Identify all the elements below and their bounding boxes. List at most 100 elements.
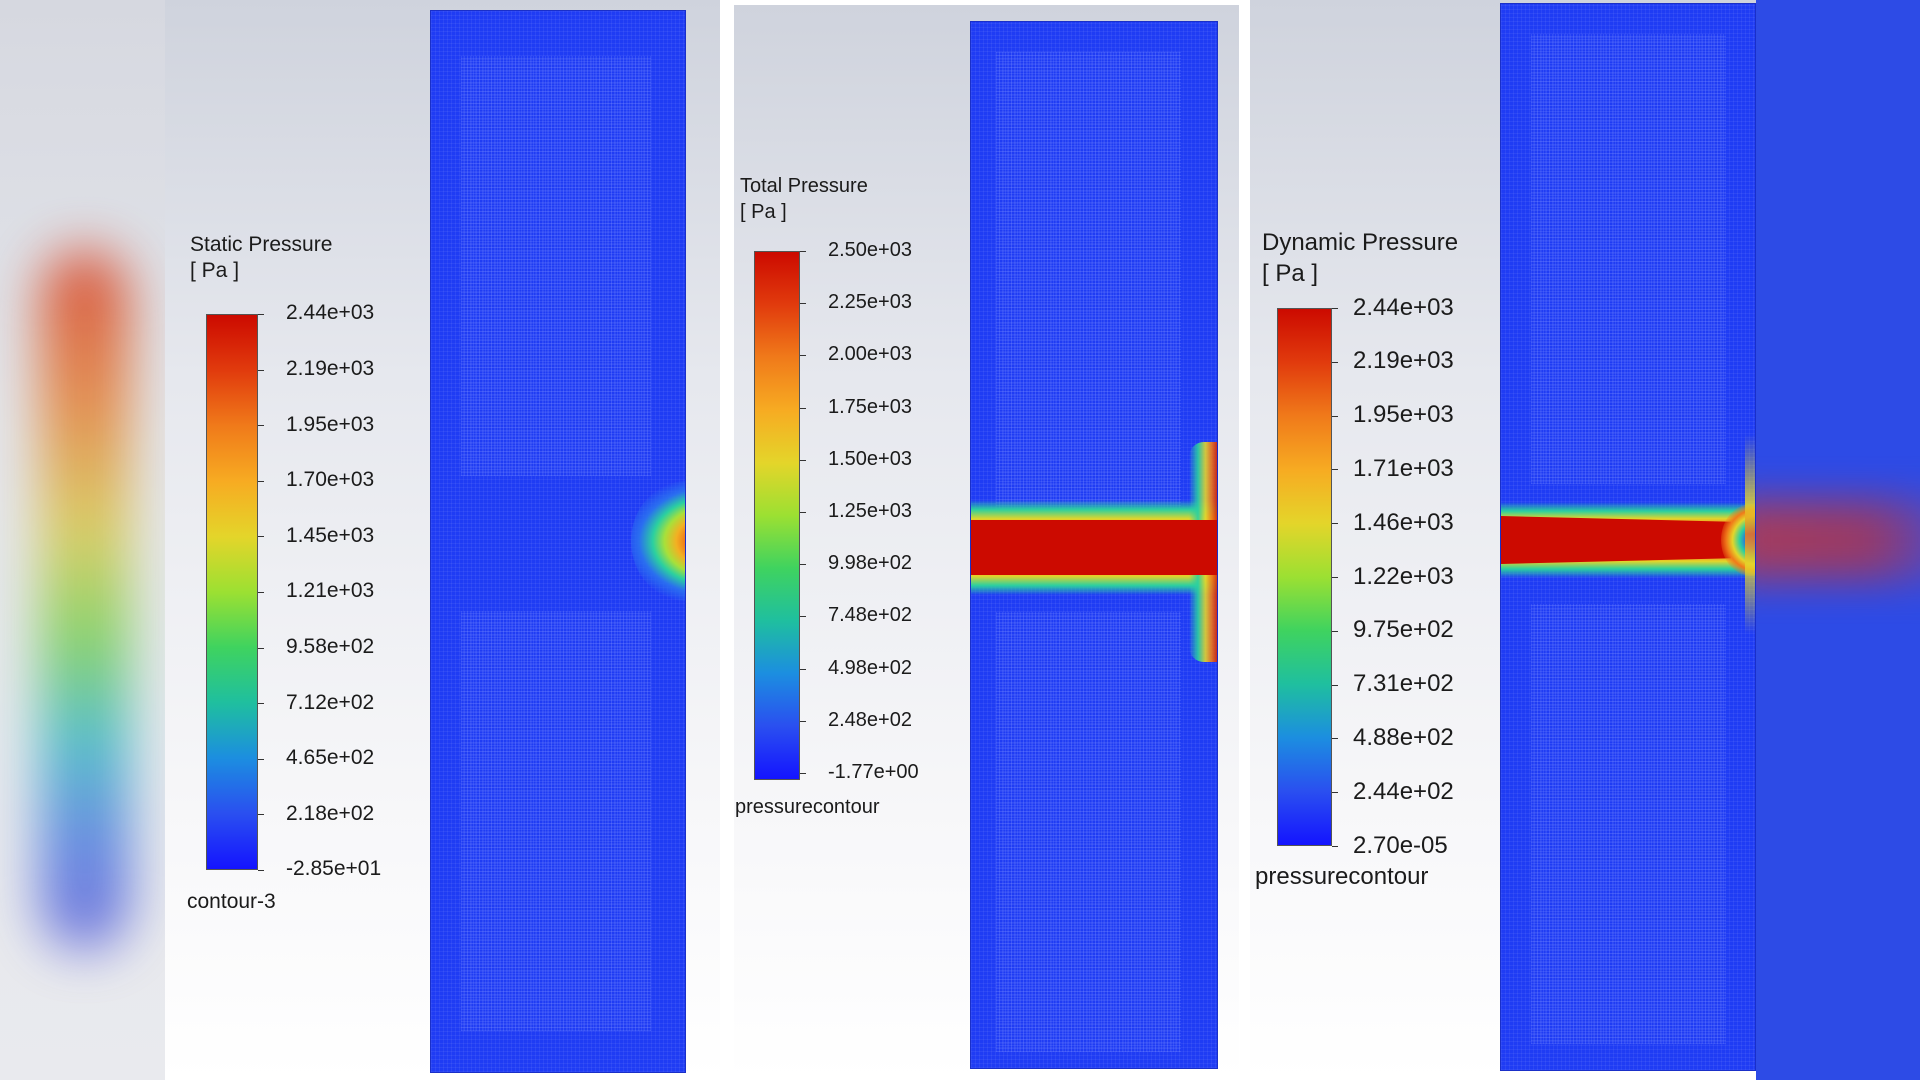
colorbar-tick-mark bbox=[800, 616, 806, 618]
colorbar-tick-label: 2.44e+03 bbox=[286, 301, 375, 325]
colorbar-tick-label: 1.46e+03 bbox=[1353, 508, 1454, 536]
colorbar-tick-label: 2.25e+03 bbox=[828, 291, 912, 314]
colorbar-tick-mark bbox=[258, 870, 264, 871]
colorbar-tick-mark bbox=[1332, 577, 1338, 578]
colorbar-tick-label: 1.95e+03 bbox=[286, 412, 375, 436]
colorbar bbox=[754, 251, 800, 780]
colorbar-tick-label: -2.85e+01 bbox=[286, 857, 382, 881]
legend-unit: [ Pa ] bbox=[1262, 260, 1319, 287]
colorbar-tick-label: 2.50e+03 bbox=[828, 239, 912, 261]
panel-static-pressure: Static Pressure [ Pa ] contour-3 2.44e+0… bbox=[165, 0, 720, 1080]
colorbar-tick-mark bbox=[1332, 415, 1338, 417]
colorbar-tick-mark bbox=[1332, 308, 1338, 309]
colorbar-tick-label: 7.12e+02 bbox=[286, 690, 375, 714]
colorbar-tick-mark bbox=[1332, 630, 1338, 632]
colorbar-tick-mark bbox=[1332, 792, 1338, 794]
colorbar-tick-label: 7.31e+02 bbox=[1353, 670, 1454, 698]
colorbar-tick-label: 1.75e+03 bbox=[828, 395, 912, 418]
contour-field bbox=[430, 10, 686, 1073]
colorbar-tick-mark bbox=[258, 592, 264, 593]
colorbar-tick-mark bbox=[800, 303, 806, 305]
colorbar-tick-mark bbox=[800, 564, 806, 566]
colorbar-tick-mark bbox=[800, 720, 806, 722]
colorbar-tick-mark bbox=[800, 668, 806, 670]
legend-title: Static Pressure bbox=[190, 233, 333, 256]
mesh-region-lower bbox=[1531, 604, 1726, 1044]
jet-core bbox=[971, 520, 1217, 575]
jet-core bbox=[1501, 516, 1731, 564]
colorbar-tick-label: 9.98e+02 bbox=[828, 552, 912, 575]
colorbar-tick-label: 1.45e+03 bbox=[286, 523, 375, 547]
colorbar-tick-mark bbox=[800, 773, 806, 774]
blurred-colorbar-left bbox=[40, 250, 130, 950]
contour-field bbox=[970, 21, 1218, 1069]
colorbar-tick-mark bbox=[258, 647, 264, 649]
legend-footer: contour-3 bbox=[187, 890, 276, 913]
colorbar-tick-label: 1.21e+03 bbox=[286, 579, 375, 603]
colorbar-tick-mark bbox=[800, 512, 806, 513]
colorbar-tick-label: 9.75e+02 bbox=[1353, 616, 1454, 644]
colorbar-tick-mark bbox=[800, 459, 806, 461]
colorbar-tick-mark bbox=[258, 480, 264, 482]
colorbar-tick-label: 2.70e-05 bbox=[1353, 831, 1448, 859]
colorbar-tick-label: 2.19e+03 bbox=[1353, 347, 1454, 375]
colorbar-tick-mark bbox=[258, 314, 264, 315]
blurred-backdrop-left bbox=[0, 0, 165, 1080]
panel-gap bbox=[1239, 0, 1250, 1080]
colorbar-tick-mark bbox=[258, 369, 264, 371]
colorbar-tick-mark bbox=[1332, 684, 1338, 686]
colorbar-tick-mark bbox=[258, 814, 264, 816]
colorbar-tick-label: 2.44e+03 bbox=[1353, 293, 1454, 321]
colorbar-tick-label: 1.22e+03 bbox=[1353, 562, 1454, 590]
legend-footer: pressurecontour bbox=[735, 796, 880, 818]
colorbar-tick-mark bbox=[800, 251, 806, 252]
colorbar-tick-label: 7.48e+02 bbox=[828, 604, 912, 627]
colorbar-tick-label: -1.77e+00 bbox=[828, 761, 919, 783]
mesh-region-upper bbox=[461, 56, 651, 476]
colorbar-tick-mark bbox=[258, 758, 264, 760]
mesh-region-upper bbox=[1531, 34, 1726, 484]
blurred-jet-right bbox=[1756, 500, 1920, 580]
colorbar-tick-mark bbox=[800, 355, 806, 357]
colorbar-tick-mark bbox=[258, 425, 264, 427]
colorbar-tick-label: 2.48e+02 bbox=[828, 708, 912, 731]
colorbar-tick-mark bbox=[1332, 846, 1338, 847]
colorbar-tick-mark bbox=[1332, 738, 1338, 740]
colorbar-tick-label: 1.25e+03 bbox=[828, 500, 912, 522]
legend-title: Total Pressure bbox=[740, 175, 868, 197]
blurred-backdrop-right bbox=[1756, 0, 1920, 1080]
colorbar bbox=[1277, 308, 1332, 846]
contour-field bbox=[1500, 3, 1756, 1071]
legend-unit: [ Pa ] bbox=[190, 259, 240, 282]
colorbar-tick-label: 4.98e+02 bbox=[828, 656, 912, 679]
colorbar-tick-label: 1.95e+03 bbox=[1353, 401, 1454, 429]
colorbar-tick-label: 2.44e+02 bbox=[1353, 777, 1454, 805]
colorbar-tick-mark bbox=[1332, 523, 1338, 525]
legend-footer: pressurecontour bbox=[1255, 863, 1429, 890]
legend-unit: [ Pa ] bbox=[740, 201, 787, 223]
colorbar-tick-mark bbox=[800, 407, 806, 409]
colorbar-tick-mark bbox=[258, 703, 264, 705]
colorbar-tick-mark bbox=[1332, 469, 1338, 471]
colorbar-tick-label: 9.58e+02 bbox=[286, 635, 375, 658]
colorbar-tick-label: 1.70e+03 bbox=[286, 468, 375, 492]
colorbar-tick-label: 2.19e+03 bbox=[286, 357, 375, 380]
mesh-region-upper bbox=[996, 52, 1181, 512]
panel-dynamic-pressure: Dynamic Pressure [ Pa ] pressurecontour … bbox=[1250, 0, 1756, 1080]
wall-streak bbox=[1745, 434, 1755, 634]
colorbar-tick-label: 2.00e+03 bbox=[828, 343, 912, 366]
colorbar-tick-label: 4.88e+02 bbox=[1353, 724, 1454, 751]
colorbar-tick-label: 1.71e+03 bbox=[1353, 455, 1454, 482]
stagnation-hotspot bbox=[631, 481, 685, 601]
mesh-region-lower bbox=[461, 611, 651, 1031]
colorbar-tick-label: 1.50e+03 bbox=[828, 447, 912, 470]
colorbar-tick-label: 4.65e+02 bbox=[286, 746, 375, 770]
legend-title: Dynamic Pressure bbox=[1262, 229, 1459, 256]
panel-total-pressure: Total Pressure [ Pa ] pressurecontour 2.… bbox=[734, 0, 1239, 1080]
colorbar-tick-label: 2.18e+02 bbox=[286, 801, 375, 825]
colorbar bbox=[206, 314, 258, 870]
panel-gap bbox=[720, 0, 734, 1080]
colorbar-tick-mark bbox=[258, 536, 264, 538]
colorbar-tick-mark bbox=[1332, 361, 1338, 363]
